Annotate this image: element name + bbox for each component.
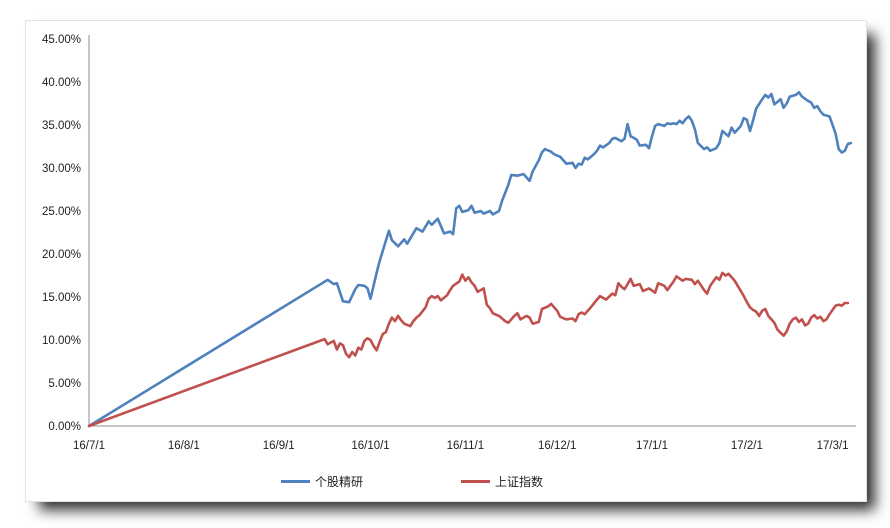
y-tick-label: 20.00% [42,249,81,261]
y-tick-label: 45.00% [42,34,81,46]
series2-line-swatch [461,480,491,483]
y-tick-label: 30.00% [42,163,81,175]
x-tick-label: 17/1/1 [636,440,668,452]
line-chart: 0.00% 5.00% 10.00% 15.00% 20.00% 25.00% 30.00%… [42,34,856,452]
x-tick-label: 17/3/1 [817,440,849,452]
legend-label-series2: 上证指数 [495,475,544,489]
x-tick-label: 16/7/1 [73,440,105,452]
y-tick-label: 35.00% [42,120,81,132]
y-tick-label: 15.00% [42,292,81,304]
chart-legend: 个股精研 上证指数 [281,473,641,490]
legend-item-series2: 上证指数 [461,473,543,490]
y-tick-label: 25.00% [42,206,81,218]
x-tick-label: 16/9/1 [263,440,295,452]
x-tick-label: 17/2/1 [731,440,763,452]
y-tick-label: 0.00% [48,421,81,433]
series-line-1 [87,91,853,428]
series-line-2 [87,271,850,428]
y-tick-label: 10.00% [42,335,81,347]
legend-label-series1: 个股精研 [315,475,364,489]
legend-item-series1: 个股精研 [281,473,363,490]
series1-line-swatch [281,480,310,483]
x-tick-label: 16/12/1 [538,440,576,452]
x-tick-label: 16/10/1 [351,440,389,452]
chart-card: 0.00% 5.00% 10.00% 15.00% 20.00% 25.00% 30.00%… [25,20,867,502]
x-tick-label: 16/11/1 [447,440,485,452]
y-tick-label: 5.00% [48,378,81,390]
y-tick-label: 40.00% [42,77,81,89]
x-tick-label: 16/8/1 [168,440,200,452]
